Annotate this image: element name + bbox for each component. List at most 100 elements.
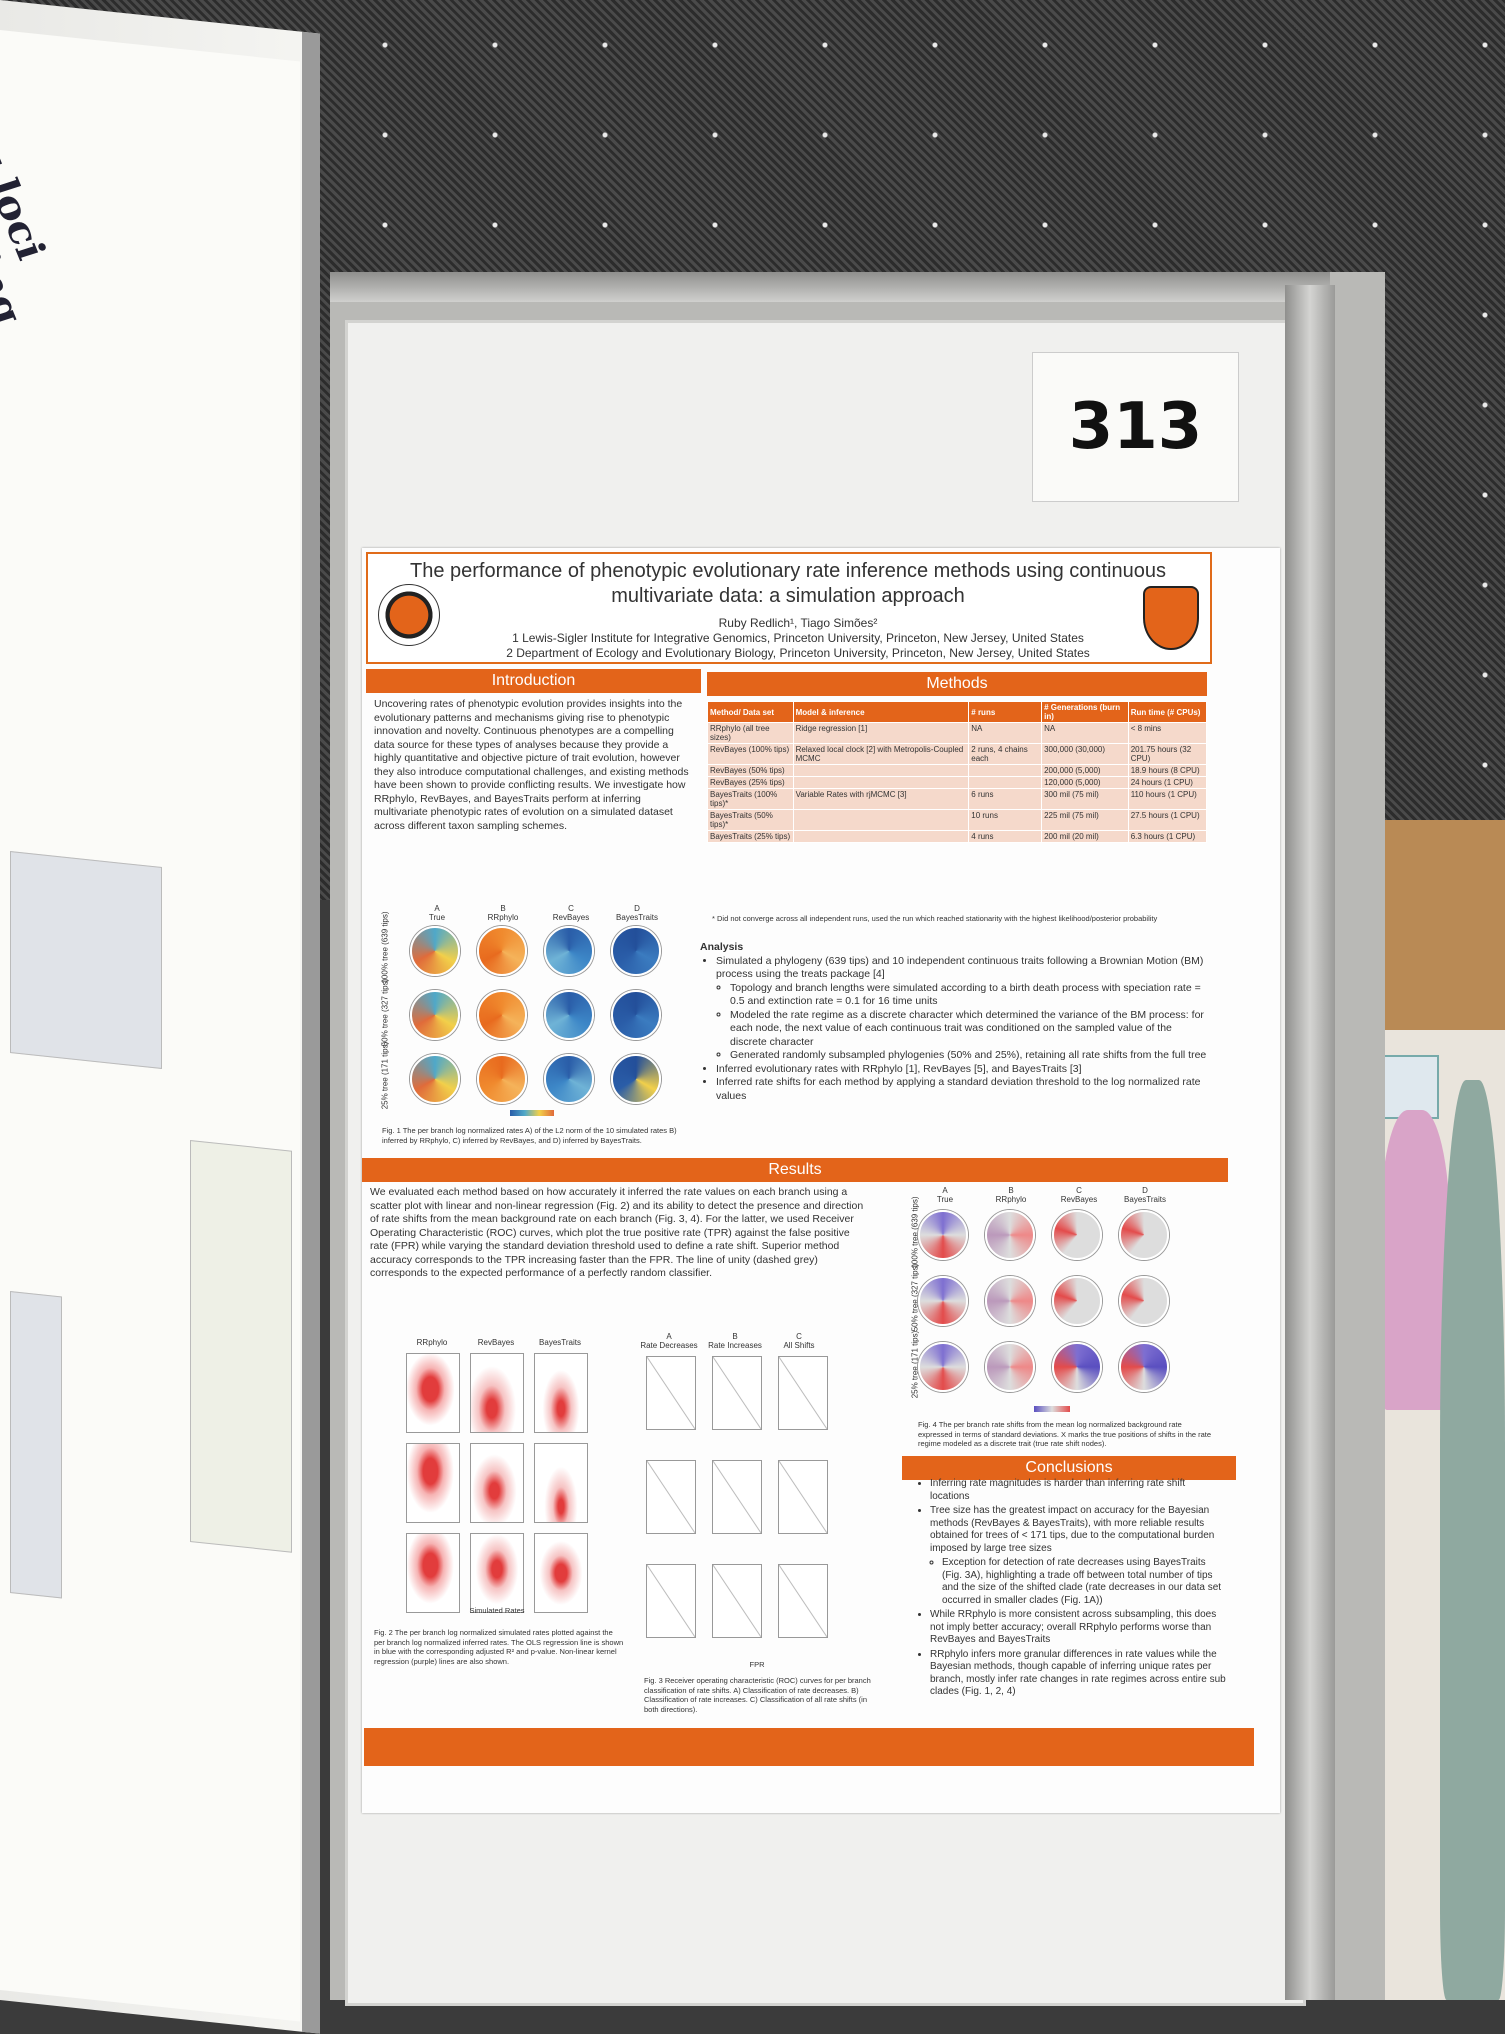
scatter-plot (406, 1353, 460, 1433)
table-header: Model & inference (792, 701, 970, 723)
table-row: BayesTraits (25% tips) 4 runs 200 mil (20 … (707, 830, 1208, 843)
phylogeny-circle (544, 926, 594, 976)
roc-curve-plot (712, 1460, 762, 1534)
fig1-phylogeny-grid (410, 926, 661, 1104)
phylogeny-circle (477, 990, 527, 1040)
analysis-heading: Analysis (700, 941, 744, 953)
phylogeny-circle (477, 926, 527, 976)
scatter-plot (534, 1533, 588, 1613)
results-header: Results (362, 1158, 1228, 1182)
poster-title: The performance of phenotypic evolutiona… (388, 559, 1188, 609)
fig3-col-label: C All Shifts (783, 1332, 815, 1350)
analysis-item: Simulated a phylogeny (639 tips) and 10 … (716, 955, 1210, 982)
left-poster: ying loci underlying local adaptation in… (0, 30, 300, 2022)
phylogeny-circle (611, 926, 661, 976)
left-poster-figure (190, 1139, 292, 1553)
analysis-item: Inferred rate shifts for each method by … (716, 1076, 1210, 1103)
research-poster: The performance of phenotypic evolutiona… (362, 548, 1280, 1813)
scatter-plot (406, 1533, 460, 1613)
phylogeny-circle (544, 990, 594, 1040)
analysis-subitem: Modeled the rate regime as a discrete ch… (730, 1009, 1210, 1050)
fig1-row-label: 25% tree (171 tips) (380, 1041, 390, 1110)
scatter-plot (534, 1443, 588, 1523)
fig1-color-legend (510, 1110, 554, 1116)
table-row: RevBayes (25% tips) 120,000 (5,000) 24 hou… (707, 776, 1208, 789)
table-row: RRphylo (all tree sizes) Ridge regression… (707, 722, 1208, 744)
fig4-caption: Fig. 4 The per branch rate shifts from t… (918, 1420, 1212, 1448)
analysis-item: Inferred evolutionary rates with RRphylo… (716, 1063, 1210, 1077)
results-text: We evaluated each method based on how ac… (370, 1186, 864, 1279)
analysis-section: Analysis Simulated a phylogeny (639 tips… (700, 941, 1210, 1103)
conclusions-header: Conclusions (902, 1456, 1236, 1480)
fig2-col-label: RRphylo (416, 1338, 448, 1347)
methods-header: Methods (707, 672, 1207, 696)
fig3-col-label: B Rate Increases (708, 1332, 762, 1350)
fig4-phylogeny-grid (918, 1210, 1169, 1392)
fig3-caption: Fig. 3 Receiver operating characteristic… (644, 1676, 871, 1714)
roc-curve-plot (646, 1356, 696, 1430)
left-poster-figure (10, 851, 162, 1070)
scatter-plot (470, 1443, 524, 1523)
conclusions-list: Inferring rate magnitudes is harder than… (917, 1478, 1227, 1701)
analysis-subitem: Generated randomly subsampled phylogenie… (730, 1049, 1210, 1063)
fig2-xlabel: Simulated Rates (469, 1606, 525, 1615)
phylogeny-circle (985, 1276, 1035, 1326)
affiliation-1: 1 Lewis-Sigler Institute for Integrative… (512, 631, 1084, 645)
booth-number-card: 313 (1032, 352, 1239, 502)
phylogeny-circle (918, 1276, 968, 1326)
fig4-col-label: B RRphylo (995, 1186, 1027, 1204)
fig1-caption: Fig. 1 The per branch log normalized rat… (382, 1126, 677, 1145)
fig2-caption: Fig. 2 The per branch log normalized sim… (374, 1628, 624, 1666)
table-row: BayesTraits (100% tips)* Variable Rates w… (707, 788, 1208, 810)
roc-curve-plot (778, 1356, 828, 1430)
left-poster-figure (10, 1291, 62, 1599)
roc-curve-plot (712, 1356, 762, 1430)
conclusion-item: Tree size has the greatest impact on acc… (930, 1505, 1227, 1555)
phylogeny-circle (410, 926, 460, 976)
board-side-rail (1285, 285, 1335, 2000)
phylogeny-circle (918, 1210, 968, 1260)
poster-title-line2: multivariate data: a simulation approach (611, 585, 965, 607)
phylogeny-circle (985, 1210, 1035, 1260)
phylogeny-circle (1119, 1276, 1169, 1326)
table-row: RevBayes (50% tips) 200,000 (5,000) 18.9 h… (707, 764, 1208, 777)
phylogeny-circle (918, 1342, 968, 1392)
conclusion-item: RRphylo infers more granular differences… (930, 1649, 1227, 1699)
phylogeny-circle (985, 1342, 1035, 1392)
phylogeny-circle (544, 1054, 594, 1104)
roc-curve-plot (778, 1460, 828, 1534)
phylogeny-circle (410, 990, 460, 1040)
phylogeny-circle (611, 1054, 661, 1104)
phylogeny-circle (410, 1054, 460, 1104)
left-poster-board: ying loci underlying local adaptation in… (0, 0, 320, 2034)
phylogeny-circle (1119, 1342, 1169, 1392)
introduction-text: Uncovering rates of phenotypic evolution… (374, 698, 689, 832)
conclusion-subitem: Exception for detection of rate decrease… (942, 1557, 1227, 1607)
left-poster-title: ying loci underlying local adaptation in… (0, 67, 55, 330)
references-footer (364, 1728, 1254, 1766)
conclusion-item: While RRphylo is more consistent across … (930, 1609, 1227, 1647)
fig3-xlabel: FPR (749, 1660, 765, 1669)
phylogeny-circle (611, 990, 661, 1040)
poster-title-line1: The performance of phenotypic evolutiona… (409, 560, 1166, 582)
phylogeny-circle (1119, 1210, 1169, 1260)
fig4-col-label: A True (936, 1186, 954, 1204)
passerby-person (1440, 1080, 1505, 2000)
table-row: BayesTraits (50% tips)* 10 runs 225 mil (7… (707, 809, 1208, 831)
author-names: Ruby Redlich¹, Tiago Simões² (718, 616, 878, 630)
fig2-col-label: BayesTraits (539, 1338, 581, 1347)
roc-curve-plot (646, 1564, 696, 1638)
fig4-col-label: C RevBayes (1060, 1186, 1098, 1204)
attendee-person (1380, 1110, 1450, 1410)
fig2-col-label: RevBayes (477, 1338, 515, 1347)
fig4-color-legend (1034, 1406, 1070, 1412)
table-header: Run time (# CPUs) (1127, 701, 1208, 723)
table-header: Method/ Data set (707, 701, 794, 723)
table-header: # Generations (burn in) (1041, 701, 1129, 723)
table-row: RevBayes (100% tips) Relaxed local clock … (707, 743, 1208, 765)
methods-table-footnote: * Did not converge across all independen… (712, 914, 1158, 923)
table-header: # runs (968, 701, 1043, 723)
princeton-shield-logo (1143, 586, 1199, 650)
board-top-rail (330, 272, 1330, 302)
poster-header: The performance of phenotypic evolutiona… (366, 552, 1212, 664)
